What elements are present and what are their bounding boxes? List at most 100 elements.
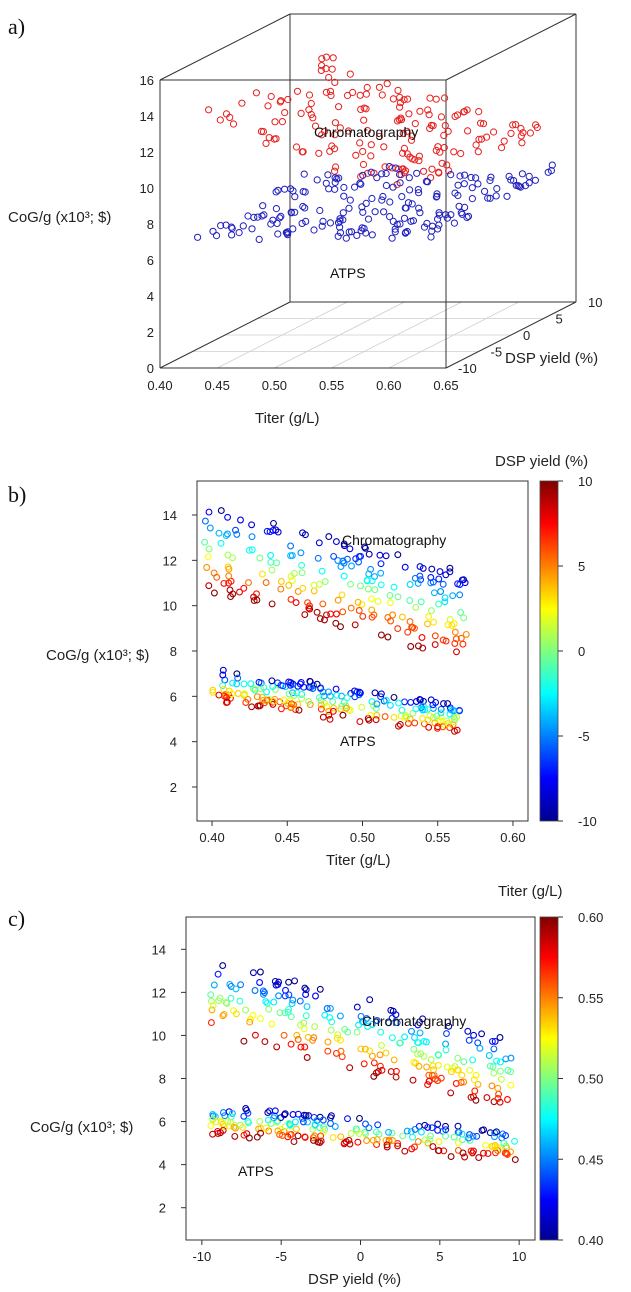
point-atps-a <box>335 174 343 182</box>
point-chromatography-b <box>377 581 385 589</box>
point-chromatography-a <box>378 91 386 99</box>
point-atps-c <box>382 1136 390 1144</box>
point-chromatography-c <box>256 968 264 976</box>
point-chromatography-c <box>259 987 267 995</box>
point-atps-c <box>454 1139 462 1147</box>
point-atps-c <box>242 1105 250 1112</box>
point-chromatography-a <box>326 87 335 96</box>
point-atps-c <box>231 1132 239 1140</box>
point-chromatography-c <box>338 1053 346 1061</box>
point-chromatography-a <box>415 157 423 165</box>
point-atps-b <box>440 700 447 708</box>
point-atps-c <box>478 1126 486 1134</box>
point-atps-c <box>299 1118 307 1126</box>
point-atps-a <box>548 161 556 169</box>
point-chromatography-a <box>322 65 330 73</box>
point-atps-a <box>415 204 423 212</box>
point-chromatography-a <box>271 118 279 126</box>
point-atps-b <box>209 686 217 694</box>
point-atps-a <box>362 199 370 207</box>
point-atps-b <box>377 690 385 698</box>
point-atps-c <box>421 1136 429 1144</box>
point-chromatography-b <box>406 581 414 588</box>
y-tick-label-b: 6 <box>170 689 177 704</box>
plot-frame-c <box>185 916 536 1241</box>
point-chromatography-b <box>262 579 270 587</box>
y-tick-label-b: 12 <box>163 553 177 568</box>
point-chromatography-b <box>441 594 449 602</box>
point-chromatography-c <box>447 1089 455 1097</box>
point-atps-c <box>327 1120 334 1127</box>
point-chromatography-a <box>438 159 446 167</box>
point-atps-c <box>461 1153 469 1161</box>
point-atps-c <box>469 1149 476 1157</box>
point-atps-b <box>258 693 266 701</box>
point-chromatography-c <box>496 1098 504 1106</box>
point-chromatography-c <box>207 1019 215 1027</box>
point-chromatography-a <box>396 99 405 107</box>
x-axis-label-a: Titer (g/L) <box>255 410 319 427</box>
point-chromatography-c <box>434 1051 442 1059</box>
point-chromatography-c <box>496 1067 504 1075</box>
point-chromatography-b <box>431 641 439 649</box>
point-chromatography-a <box>475 108 483 116</box>
point-chromatography-c <box>208 1006 216 1014</box>
point-atps-c <box>385 1128 392 1136</box>
point-chromatography-a <box>490 128 498 136</box>
point-atps-a <box>396 179 404 187</box>
point-chromatography-a <box>437 113 445 121</box>
point-atps-a <box>454 181 462 189</box>
point-atps-a <box>415 189 423 197</box>
point-chromatography-b <box>365 550 373 558</box>
point-chromatography-b <box>248 533 256 541</box>
point-atps-b <box>313 680 321 688</box>
point-atps-a <box>382 169 390 178</box>
point-chromatography-c <box>312 992 319 1000</box>
point-chromatography-c <box>219 962 227 970</box>
point-atps-a <box>435 221 443 229</box>
point-atps-c <box>473 1132 481 1140</box>
point-chromatography-b <box>310 581 318 589</box>
point-atps-a <box>408 200 416 208</box>
point-atps-b <box>253 693 261 701</box>
point-atps-c <box>355 1130 363 1138</box>
point-atps-a <box>434 215 442 223</box>
point-atps-b <box>356 718 364 726</box>
point-atps-b <box>285 678 293 686</box>
point-atps-c <box>294 1132 302 1140</box>
point-chromatography-b <box>233 530 241 538</box>
point-atps-b <box>372 704 380 712</box>
point-atps-a <box>403 227 411 236</box>
point-chromatography-c <box>443 1063 451 1071</box>
point-chromatography-a <box>533 123 541 132</box>
point-chromatography-b <box>374 597 382 605</box>
point-chromatography-a <box>328 65 336 73</box>
point-atps-a <box>401 229 409 237</box>
point-chromatography-b <box>365 570 373 578</box>
point-chromatography-a <box>518 139 526 147</box>
point-chromatography-b <box>250 597 258 605</box>
point-chromatography-b <box>408 623 416 631</box>
point-chromatography-a <box>498 144 506 152</box>
point-chromatography-c <box>297 1043 305 1051</box>
point-atps-a <box>391 228 399 236</box>
point-atps-b <box>372 716 380 724</box>
point-atps-c <box>227 1118 235 1126</box>
point-chromatography-a <box>440 143 448 152</box>
point-chromatography-b <box>411 574 419 582</box>
point-chromatography-a <box>367 152 375 160</box>
point-chromatography-a <box>332 163 340 171</box>
point-chromatography-a <box>381 163 389 171</box>
point-atps-a <box>373 174 381 182</box>
point-atps-b <box>444 700 452 708</box>
point-chromatography-a <box>335 103 343 111</box>
point-chromatography-a <box>512 121 520 129</box>
point-chromatography-b <box>425 613 433 621</box>
point-chromatography-b <box>430 618 438 626</box>
point-atps-b <box>446 724 454 732</box>
point-atps-b <box>396 721 404 728</box>
point-chromatography-c <box>388 1014 396 1022</box>
y-tick-label-a: 16 <box>140 73 154 88</box>
point-chromatography-b <box>401 563 409 571</box>
point-atps-a <box>319 217 327 225</box>
